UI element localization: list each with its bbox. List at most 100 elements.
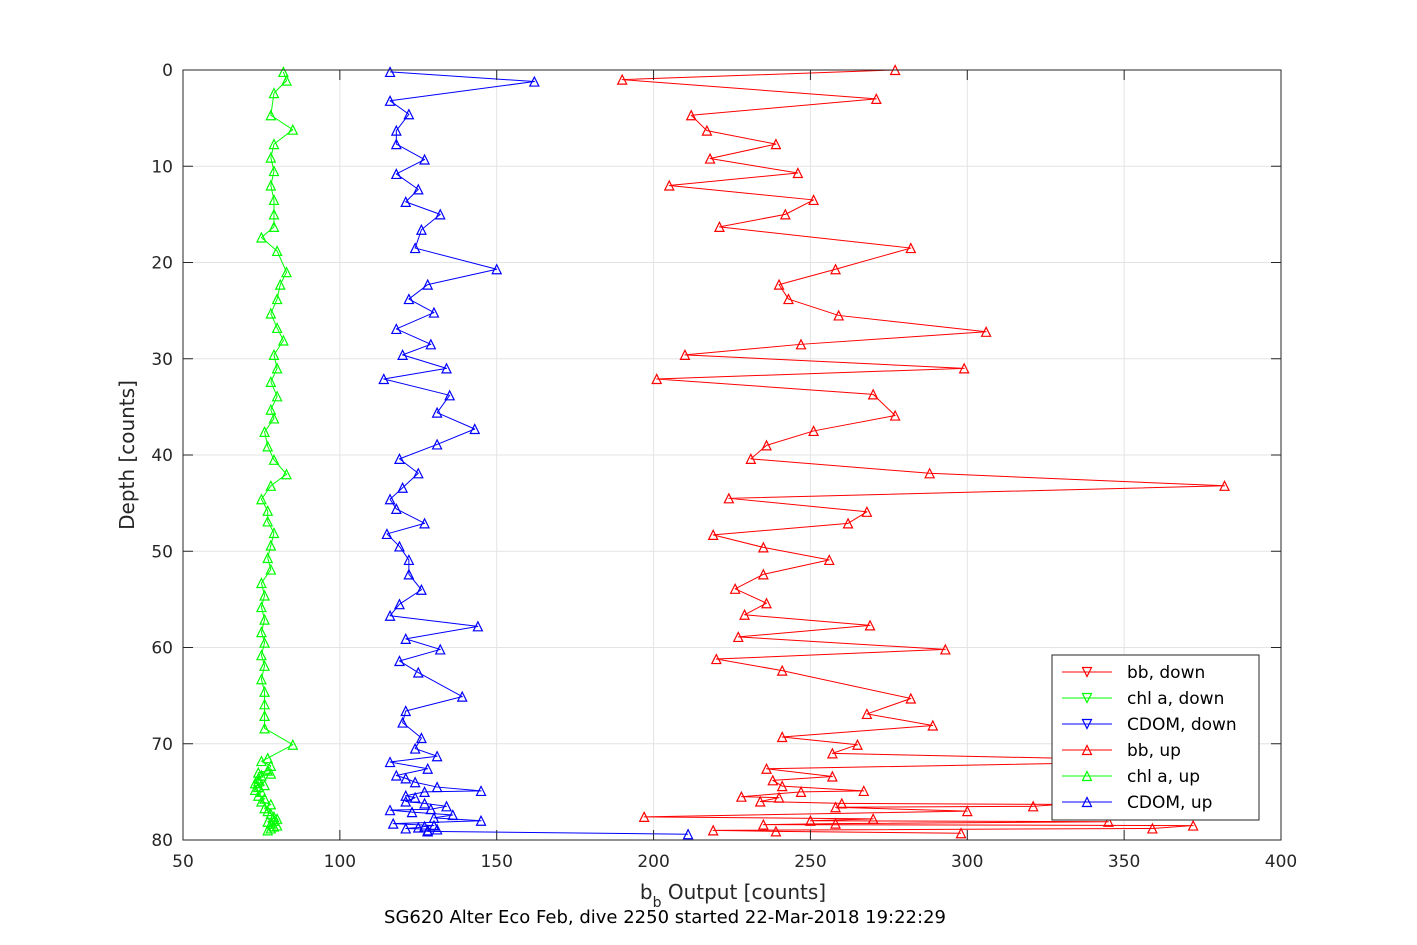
data-point-cdom-up: [422, 762, 434, 774]
data-point-bb-up: [861, 708, 873, 720]
data-point-bb-up: [830, 817, 841, 829]
data-point-cdom-up: [400, 196, 412, 207]
data-point-cdom-up: [400, 772, 412, 784]
data-point-chl-a-up: [277, 334, 289, 346]
x-tick-label: 150: [480, 852, 512, 872]
data-point-cdom-up: [419, 153, 431, 165]
data-point-bb-up: [939, 643, 951, 655]
data-point-cdom-up: [412, 666, 424, 678]
data-point-cdom-up: [400, 789, 412, 801]
data-point-cdom-up: [406, 806, 418, 818]
data-point-chl-a-up: [259, 659, 271, 671]
axis-ticks: 50 100 150 200 250 300 350 400 0 10 20 30 40 50 60 70 80: [151, 61, 1297, 872]
legend-label: CDOM, up: [1127, 793, 1212, 813]
data-point-cdom-up: [412, 467, 424, 479]
data-point-bb-up: [836, 797, 848, 809]
data-point-bb-up: [842, 517, 854, 529]
legend-item: CDOM, up: [1062, 793, 1212, 813]
data-point-chl-a-up: [255, 231, 267, 243]
data-point-chl-a-up: [265, 307, 277, 319]
data-point-bb-up: [961, 805, 973, 817]
data-point-chl-a-up: [271, 322, 283, 334]
data-point-bb-up: [638, 811, 650, 823]
data-point-bb-up: [723, 492, 735, 504]
y-tick-label: 0: [162, 61, 173, 81]
data-point-bb-up: [776, 664, 788, 676]
data-point-bb-up: [905, 692, 917, 704]
x-tick-label: 300: [951, 852, 983, 872]
data-point-cdom-up: [393, 453, 405, 464]
data-point-bb-up: [795, 786, 807, 797]
data-point-chl-a-up: [268, 87, 280, 99]
data-point-cdom-up: [393, 655, 405, 667]
data-point-chl-a-up: [268, 527, 280, 539]
data-point-bb-up: [710, 653, 722, 665]
data-point-cdom-up: [390, 168, 402, 180]
data-point-cdom-up: [444, 389, 456, 401]
legend-label: CDOM, down: [1127, 715, 1237, 735]
data-point-chl-a-up: [268, 194, 280, 206]
data-point-chl-a-up: [259, 636, 271, 648]
figure-caption: SG620 Alter Eco Feb, dive 2250 started 2…: [384, 907, 946, 928]
data-point-chl-a-up: [262, 504, 274, 516]
data-point-cdom-up: [415, 583, 427, 595]
data-point-bb-up: [773, 278, 785, 290]
data-point-cdom-up: [528, 75, 540, 87]
data-point-bb-up: [754, 795, 766, 807]
data-point-cdom-up: [384, 609, 396, 621]
data-point-chl-a-up: [265, 563, 277, 575]
data-point-chl-a-up: [287, 123, 299, 135]
x-tick-label: 200: [637, 852, 669, 872]
data-point-bb-up: [770, 138, 782, 150]
data-point-chl-a-up: [265, 767, 277, 779]
data-point-bb-up: [767, 774, 779, 786]
data-point-bb-up: [732, 631, 744, 643]
data-point-bb-up: [958, 362, 970, 374]
data-point-cdom-up: [415, 223, 427, 235]
data-point-cdom-up: [441, 800, 452, 812]
data-point-chl-a-up: [255, 577, 267, 589]
legend-label: bb, up: [1127, 741, 1181, 761]
data-point-bb-up: [757, 541, 769, 553]
data-point-cdom-up: [434, 643, 446, 655]
data-point-cdom-up: [425, 338, 437, 350]
data-point-chl-a-up: [265, 109, 277, 121]
data-point-bb-up: [927, 719, 939, 731]
data-point-chl-a-up: [271, 362, 283, 374]
data-point-chl-a-up: [255, 795, 267, 807]
data-point-chl-a-up: [281, 468, 292, 480]
data-point-bb-up: [870, 93, 882, 104]
data-point-bb-up: [955, 827, 967, 839]
data-point-chl-a-up: [255, 755, 267, 767]
legend: bb, down chl a, down CDOM, down bb, up chl a…: [1051, 654, 1260, 821]
data-point-bb-up: [823, 554, 835, 566]
data-point-chl-a-up: [268, 221, 280, 232]
data-point-cdom-up: [431, 750, 443, 762]
y-tick-label: 80: [151, 831, 173, 851]
x-tick-label: 50: [172, 852, 194, 872]
y-tick-label: 40: [151, 446, 173, 466]
data-point-bb-up: [852, 738, 863, 750]
data-point-chl-a-up: [259, 426, 271, 437]
legend-item: bb, down: [1062, 663, 1205, 683]
data-point-bb-up: [757, 568, 769, 580]
x-axis-label-subscript: b: [653, 895, 662, 911]
data-point-cdom-up: [431, 406, 443, 418]
data-point-bb-up: [713, 221, 725, 232]
data-point-chl-a-up: [255, 626, 267, 638]
y-tick-label: 60: [151, 639, 173, 659]
data-point-chl-a-up: [287, 738, 299, 750]
data-point-cdom-up: [431, 823, 443, 835]
y-tick-label: 70: [151, 735, 173, 755]
data-point-chl-a-up: [268, 453, 280, 465]
data-point-chl-a-up: [262, 752, 274, 764]
data-point-bb-up: [861, 505, 873, 517]
data-point-cdom-up: [428, 306, 440, 318]
data-point-cdom-up: [390, 503, 402, 515]
data-point-cdom-up: [419, 517, 431, 529]
data-point-chl-a-up: [268, 138, 280, 150]
data-point-cdom-up: [393, 540, 405, 552]
data-point-bb-up: [761, 439, 772, 451]
legend-item: chl a, up: [1062, 767, 1200, 787]
data-point-bb-up: [761, 762, 772, 774]
